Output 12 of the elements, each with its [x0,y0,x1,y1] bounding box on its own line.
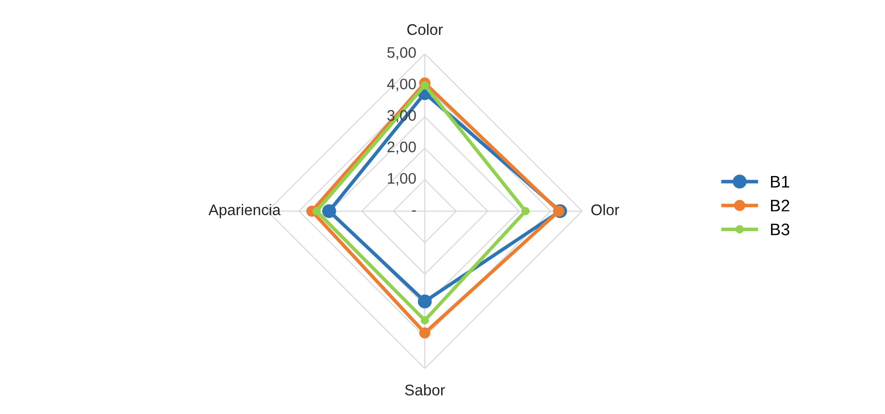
legend-label: B1 [771,176,790,188]
spoke-label: Apariencia [208,204,281,218]
spoke-label: Color [407,24,443,36]
y-tick-label: 4,00 [387,78,416,92]
y-tick-label: 2,00 [388,141,416,154]
y-tick-label: 5,00 [387,47,416,60]
legend-label: B2 [771,200,790,212]
y-tick-label: - [412,210,416,212]
legend-label: B3 [771,224,790,236]
y-tick-label: 1,00 [388,172,416,186]
spoke-label: Sabor [405,384,445,396]
spoke-label: Olor [591,204,620,216]
